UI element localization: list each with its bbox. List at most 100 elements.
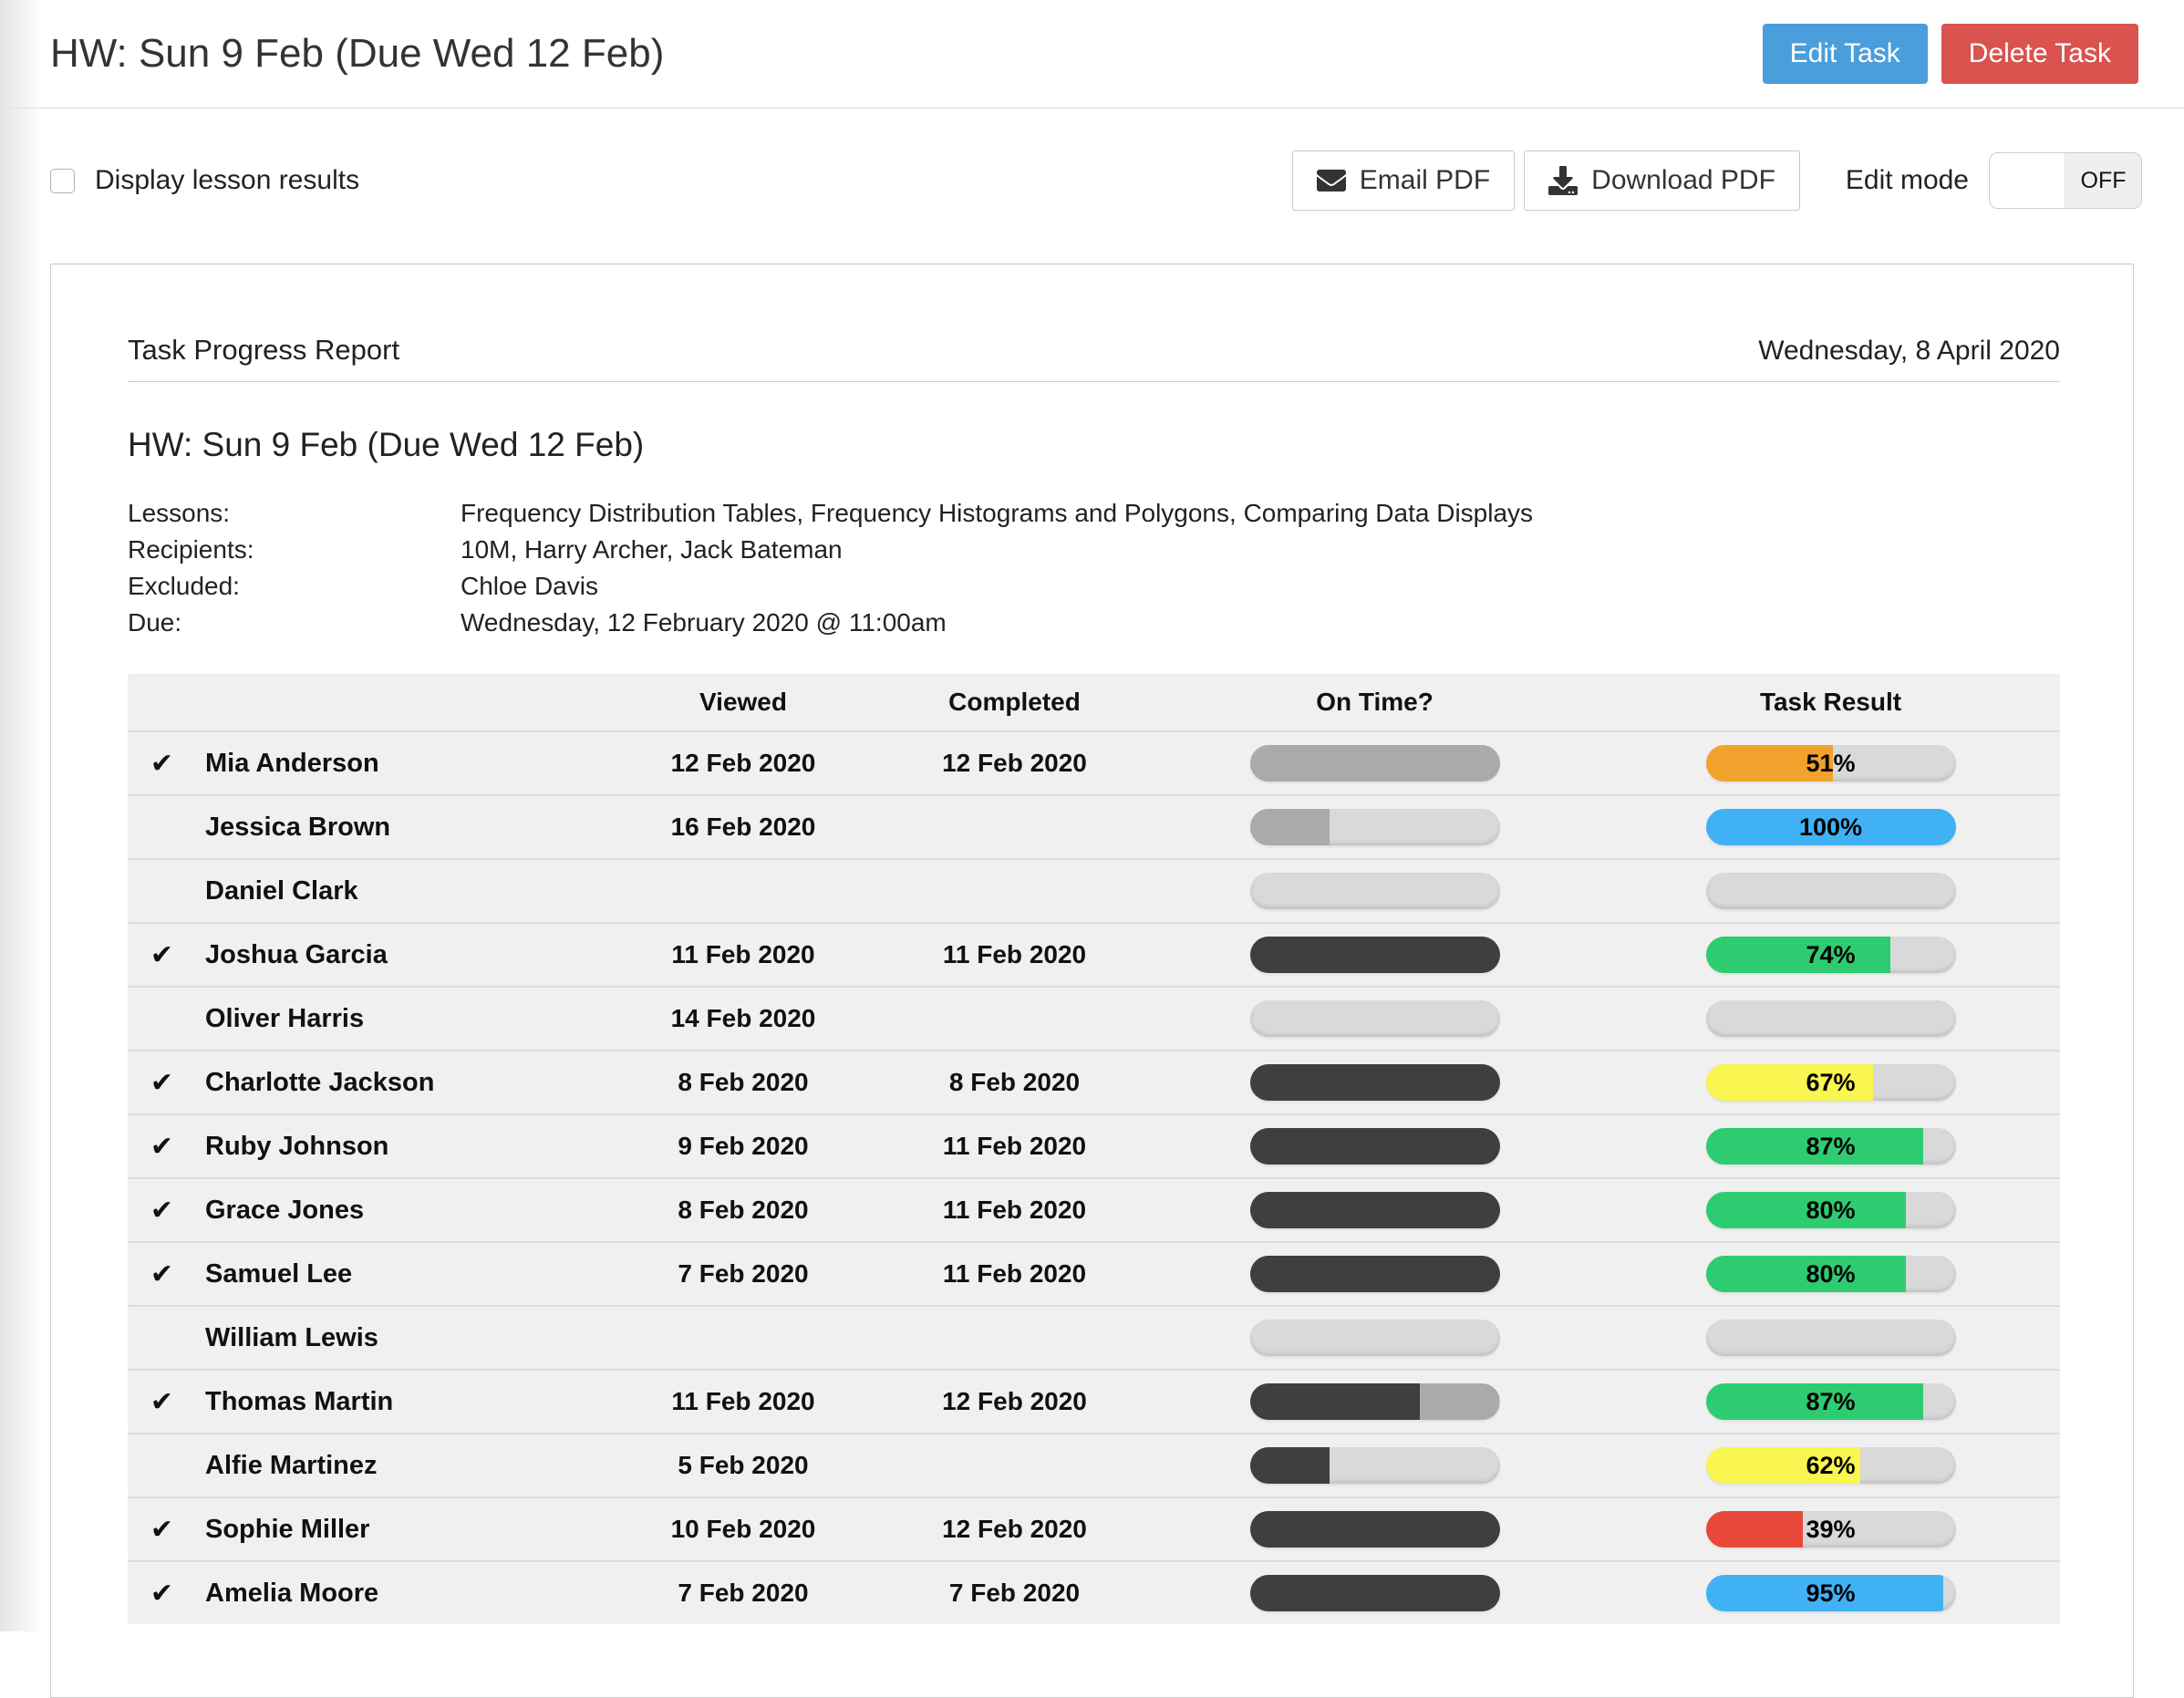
on-time-bar [1249,1000,1500,1037]
task-result-bar: 87% [1705,1383,1956,1420]
bar-segment [1705,1383,1923,1420]
completed-date: 11 Feb 2020 [942,1259,1087,1288]
download-pdf-button[interactable]: Download PDF [1524,150,1800,211]
on-time-cell [1149,1320,1600,1356]
completed-date: 7 Feb 2020 [948,1579,1081,1607]
bar-segment [1249,1128,1500,1165]
completed-date: 11 Feb 2020 [942,940,1087,968]
table-row: Daniel Clark [128,858,2060,922]
table-row: ✔ Grace Jones 8 Feb 2020 11 Feb 2020 80% [128,1177,2060,1241]
bar-percent-label: 67% [1806,1068,1856,1096]
task-result-bar: 80% [1705,1256,1956,1292]
on-time-cell [1149,1447,1600,1484]
task-result-bar: 67% [1705,1064,1956,1101]
bar-segment [1249,1064,1500,1101]
on-time-bar [1249,1575,1500,1611]
student-name: Ruby Johnson [205,1131,389,1161]
table-row: ✔ Charlotte Jackson 8 Feb 2020 8 Feb 2020 67… [128,1050,2060,1113]
top-action-buttons: Edit Task Delete Task [1762,24,2138,84]
bar-segment [1705,809,1956,845]
on-time-cell [1149,1383,1600,1420]
bar-segment [1705,1447,1861,1484]
task-result-cell: 39% [1600,1511,2061,1548]
completed-check-icon: ✔ [150,1578,174,1609]
task-progress-report-card: Task Progress Report Wednesday, 8 April … [50,264,2134,1698]
detail-row: Lessons: Frequency Distribution Tables, F… [128,495,2060,532]
on-time-bar [1249,1447,1500,1484]
completed-date: 12 Feb 2020 [942,1387,1087,1415]
detail-label: Due: [128,608,182,637]
task-result-cell [1600,1320,2061,1356]
on-time-bar [1249,1383,1500,1420]
report-head: Task Progress Report Wednesday, 8 April … [128,334,2060,382]
download-pdf-label: Download PDF [1591,165,1775,195]
page-left-edge-shadow [0,0,42,1631]
student-name: Samuel Lee [205,1258,353,1289]
email-pdf-button[interactable]: Email PDF [1291,150,1516,211]
completed-check-icon: ✔ [150,1386,174,1417]
display-lesson-results-checkbox[interactable] [50,168,75,193]
bar-segment [1249,1383,1420,1420]
student-name: Charlotte Jackson [205,1067,435,1097]
controls-row: Display lesson results Email PDF Downloa… [0,109,2184,211]
viewed-date: 14 Feb 2020 [670,1004,816,1032]
task-result-bar: 95% [1705,1575,1956,1611]
task-result-bar [1705,1320,1956,1356]
edit-mode-toggle[interactable]: OFF [1989,152,2142,209]
bar-percent-label: 62% [1806,1451,1856,1479]
detail-value: Frequency Distribution Tables, Frequency… [461,499,1534,527]
task-result-cell: 87% [1600,1383,2061,1420]
bar-segment [1249,1447,1330,1484]
task-result-bar: 51% [1705,745,1956,782]
task-result-cell: 80% [1600,1192,2061,1228]
progress-table: Viewed Completed On Time? Task Result ✔ M… [128,674,2060,1624]
bar-segment [1705,1511,1804,1548]
header-on-time: On Time? [1316,688,1434,716]
on-time-cell [1149,745,1600,782]
task-result-bar: 74% [1705,937,1956,973]
envelope-icon [1316,170,1346,192]
table-row: ✔ Amelia Moore 7 Feb 2020 7 Feb 2020 95% [128,1560,2060,1624]
viewed-date: 16 Feb 2020 [670,813,816,841]
task-result-bar [1705,1000,1956,1037]
header-completed: Completed [948,688,1081,716]
task-result-bar: 80% [1705,1192,1956,1228]
bar-segment [1249,937,1500,973]
completed-check-icon: ✔ [150,1067,174,1098]
bar-percent-label: 95% [1806,1579,1856,1607]
controls-right: Email PDF Download PDF Edit mode OFF [1291,150,2142,211]
task-result-bar: 100% [1705,809,1956,845]
header-divider [0,108,2184,109]
detail-value: Chloe Davis [461,572,598,600]
student-name: Mia Anderson [205,748,379,778]
completed-date: 12 Feb 2020 [942,749,1087,777]
completed-check-icon: ✔ [150,1131,174,1162]
on-time-cell [1149,1128,1600,1165]
display-lesson-results-group[interactable]: Display lesson results [50,165,359,196]
top-bar: HW: Sun 9 Feb (Due Wed 12 Feb) Edit Task… [0,0,2184,84]
on-time-cell [1149,1000,1600,1037]
on-time-bar [1249,937,1500,973]
table-row: ✔ Thomas Martin 11 Feb 2020 12 Feb 2020 87% [128,1369,2060,1433]
student-name: Oliver Harris [205,1003,365,1033]
bar-segment [1249,1256,1500,1292]
delete-task-button[interactable]: Delete Task [1941,24,2138,84]
on-time-bar [1249,809,1500,845]
bar-percent-label: 80% [1806,1196,1856,1224]
progress-table-body: ✔ Mia Anderson 12 Feb 2020 12 Feb 2020 51% Je… [128,730,2060,1624]
viewed-date: 11 Feb 2020 [671,940,815,968]
bar-segment [1249,1575,1500,1611]
edit-task-button[interactable]: Edit Task [1762,24,1928,84]
table-row: ✔ Mia Anderson 12 Feb 2020 12 Feb 2020 51% [128,730,2060,794]
on-time-bar [1249,745,1500,782]
bar-percent-label: 100% [1798,813,1863,841]
on-time-bar [1249,1064,1500,1101]
table-row: William Lewis [128,1305,2060,1369]
task-result-cell: 100% [1600,809,2061,845]
student-name: Amelia Moore [205,1578,379,1608]
student-name: Joshua Garcia [205,939,388,969]
edit-mode-toggle-state: OFF [2065,153,2141,208]
display-lesson-results-label: Display lesson results [95,165,360,195]
viewed-date: 9 Feb 2020 [678,1132,809,1160]
task-result-cell: 62% [1600,1447,2061,1484]
